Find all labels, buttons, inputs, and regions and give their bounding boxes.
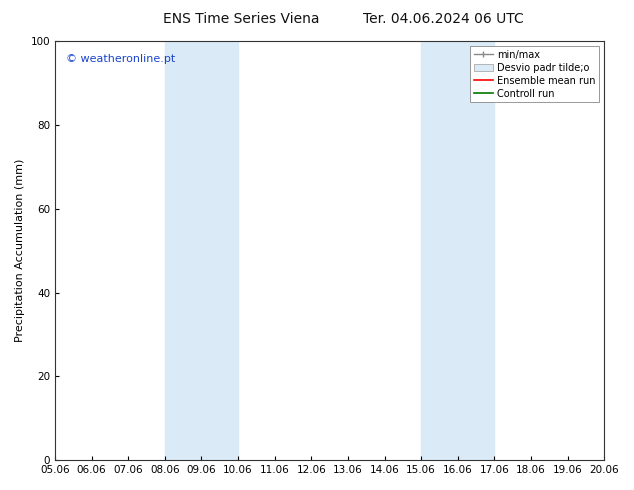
Text: © weatheronline.pt: © weatheronline.pt bbox=[66, 53, 175, 64]
Y-axis label: Precipitation Accumulation (mm): Precipitation Accumulation (mm) bbox=[15, 159, 25, 343]
Bar bbox=[421, 41, 495, 460]
Legend: min/max, Desvio padr tilde;o, Ensemble mean run, Controll run: min/max, Desvio padr tilde;o, Ensemble m… bbox=[470, 46, 599, 102]
Text: Ter. 04.06.2024 06 UTC: Ter. 04.06.2024 06 UTC bbox=[363, 12, 524, 26]
Text: ENS Time Series Viena: ENS Time Series Viena bbox=[163, 12, 319, 26]
Bar bbox=[165, 41, 238, 460]
